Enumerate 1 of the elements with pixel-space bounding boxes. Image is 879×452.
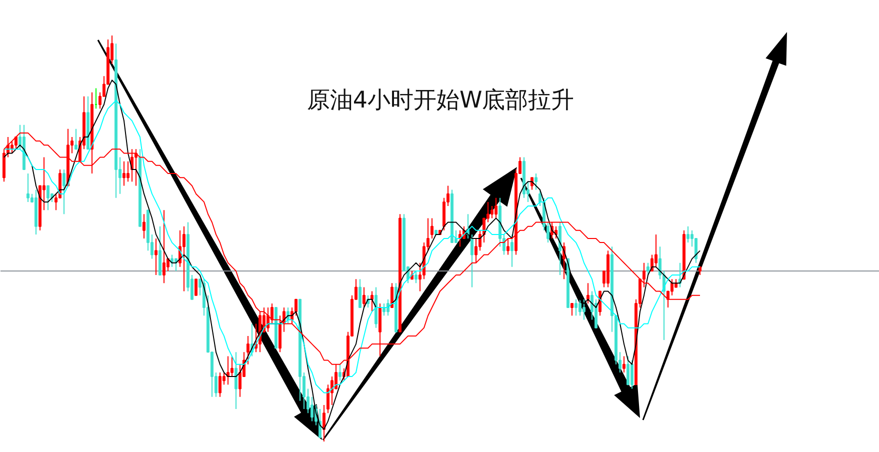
text: 原油4小时开始W底部拉升 [306, 88, 574, 114]
